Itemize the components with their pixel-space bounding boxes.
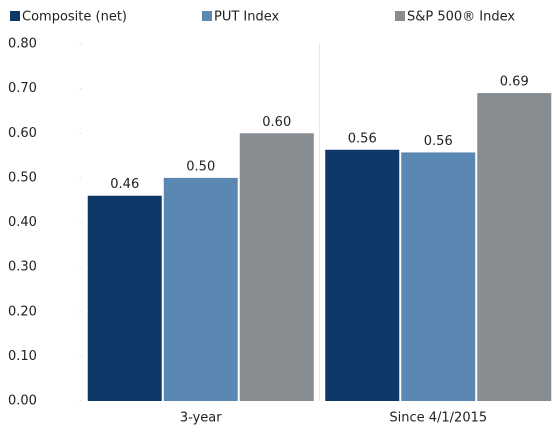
bar	[87, 195, 162, 401]
y-tick-label: 0.20	[8, 304, 37, 319]
y-tick-label: 0.30	[8, 260, 37, 275]
data-label: 0.56	[424, 134, 453, 149]
y-tick-label: 0.80	[8, 37, 37, 52]
legend-label: Composite (net)	[22, 10, 127, 25]
bar	[163, 177, 238, 401]
legend-swatch	[10, 11, 20, 21]
data-label: 0.50	[186, 159, 215, 174]
data-label: 0.46	[110, 177, 139, 192]
y-tick-label: 0.00	[8, 394, 37, 409]
legend-swatch	[395, 11, 405, 21]
y-tick-label: 0.70	[8, 81, 37, 96]
bar	[477, 93, 552, 402]
legend-label: S&P 500® Index	[407, 10, 515, 25]
data-label: 0.60	[262, 115, 291, 130]
y-tick-label: 0.60	[8, 126, 37, 141]
bar	[401, 152, 476, 401]
data-label: 0.56	[348, 131, 377, 146]
y-tick-label: 0.50	[8, 170, 37, 185]
data-label: 0.69	[500, 75, 529, 90]
x-tick-label: Since 4/1/2015	[389, 411, 487, 426]
y-tick-label: 0.10	[8, 349, 37, 364]
bar	[325, 149, 400, 401]
legend-swatch	[202, 11, 212, 21]
legend-label: PUT Index	[214, 10, 280, 25]
x-tick-label: 3-year	[180, 411, 222, 426]
y-tick-label: 0.40	[8, 215, 37, 230]
bar	[239, 133, 314, 401]
